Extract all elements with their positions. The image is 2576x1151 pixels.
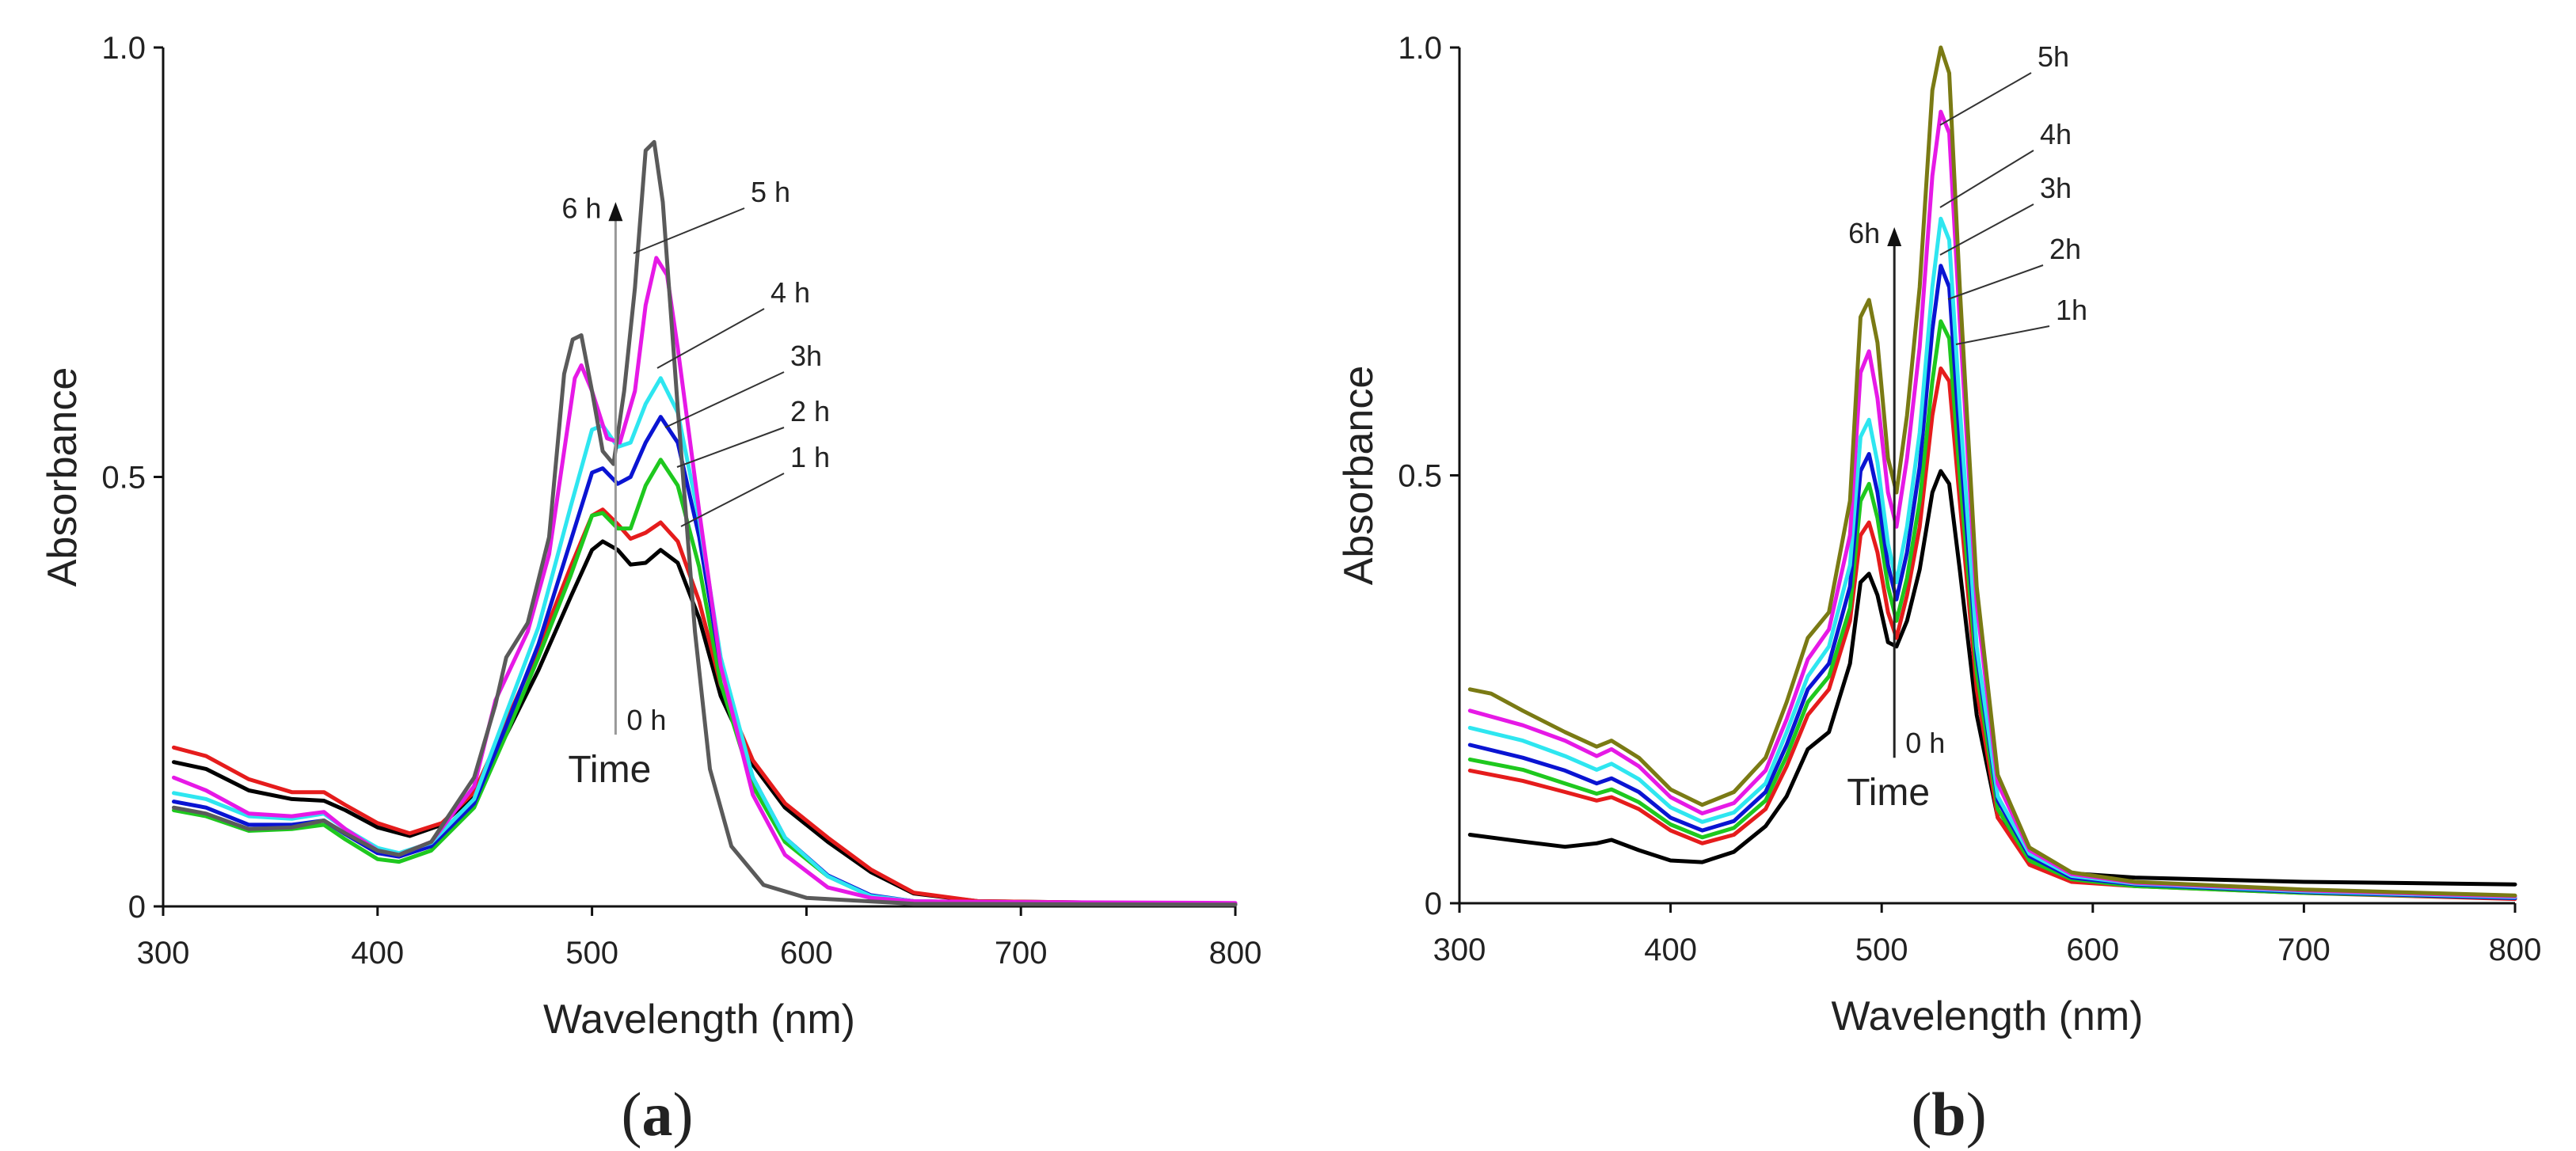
- panel-a: 300 400 500 600 700 800 0 0.5 1.0 Wavelength (nm)…: [40, 31, 1261, 1149]
- x-tick-label: 800: [1209, 936, 1262, 971]
- time-arrow-head: [608, 202, 623, 222]
- series-label: 5h: [2038, 40, 2069, 73]
- series-line-1h: [172, 507, 1238, 906]
- panel-b-label: (b): [1911, 1080, 1986, 1149]
- series-label: 5 h: [751, 176, 790, 208]
- arrow-end-label: 6 h: [561, 192, 601, 224]
- arrow-start-label: 0 h: [626, 704, 666, 736]
- y-tick-label: 1.0: [1398, 31, 1442, 66]
- leader-line: [1939, 72, 2032, 126]
- leader-line: [664, 371, 785, 428]
- x-tick-label: 700: [2277, 933, 2331, 967]
- y-tick-label: 1.0: [101, 31, 146, 66]
- x-tick-label: 400: [351, 936, 404, 971]
- x-tick-label: 500: [1855, 933, 1908, 967]
- arrow-end-label: 6h: [1848, 217, 1880, 249]
- x-axis-title: Wavelength (nm): [1832, 993, 2144, 1039]
- leader-line: [1947, 264, 2044, 300]
- series-line-6h: [172, 139, 1238, 907]
- y-axis-title: Absorbance: [40, 367, 86, 587]
- y-tick-label: 0: [1425, 887, 1442, 921]
- x-axis-title: Wavelength (nm): [543, 997, 855, 1043]
- y-tick-label: 0.5: [1398, 459, 1442, 494]
- series-label: 3h: [2040, 172, 2072, 204]
- arrow-start-label: 0 h: [1905, 727, 1945, 759]
- x-tick-label: 600: [780, 936, 833, 971]
- series-line-2h: [172, 458, 1238, 906]
- series-label: 4 h: [771, 276, 810, 309]
- panel-a-axes: 300 400 500 600 700 800 0 0.5 1.0 Wavelength (nm)…: [40, 31, 1261, 1043]
- series-line-4h: [1467, 216, 2517, 899]
- panel-b-series: [1467, 45, 2517, 902]
- x-tick-label: 600: [2066, 933, 2119, 967]
- leader-line: [1955, 325, 2050, 345]
- series-line-0h: [172, 539, 1238, 906]
- series-line-6h: [1467, 45, 2517, 898]
- x-tick-label: 300: [137, 936, 190, 971]
- arrow-caption: Time: [1847, 772, 1930, 814]
- leader-line: [680, 473, 785, 527]
- x-tick-label: 400: [1644, 933, 1697, 967]
- leader-line: [633, 207, 745, 254]
- series-label: 4h: [2040, 118, 2072, 150]
- series-label: 3h: [790, 340, 822, 372]
- leader-line: [1939, 203, 2034, 256]
- panel-b: 300 400 500 600 700 800 0 0.5 1.0 Wavelength (nm)…: [1336, 31, 2541, 1149]
- series-label: 2 h: [790, 395, 830, 427]
- series-label: 2h: [2049, 233, 2081, 265]
- leader-line: [656, 308, 765, 369]
- panel-a-annotations: 1 h 2 h 3h 4 h 5 h 6 h 0 h Time: [561, 176, 830, 791]
- leader-line: [676, 427, 785, 468]
- y-tick-label: 0: [128, 890, 146, 925]
- x-tick-label: 500: [565, 936, 618, 971]
- x-tick-label: 800: [2489, 933, 2542, 967]
- panel-b-axes: 300 400 500 600 700 800 0 0.5 1.0 Wavelength (nm)…: [1336, 31, 2541, 1039]
- panel-b-annotations: 1h 2h 3h 4h 5h 6h 0 h Time: [1847, 40, 2087, 814]
- leader-line: [1939, 150, 2034, 208]
- arrow-caption: Time: [568, 749, 651, 791]
- panel-a-series: [172, 139, 1238, 907]
- series-label: 1 h: [790, 441, 830, 473]
- time-arrow-head: [1887, 227, 1902, 247]
- series-label: 1h: [2056, 294, 2087, 326]
- y-axis-title: Absorbance: [1336, 366, 1382, 586]
- x-tick-label: 700: [995, 936, 1048, 971]
- y-tick-label: 0.5: [101, 461, 146, 496]
- x-tick-label: 300: [1433, 933, 1486, 967]
- panel-a-label: (a): [622, 1080, 694, 1149]
